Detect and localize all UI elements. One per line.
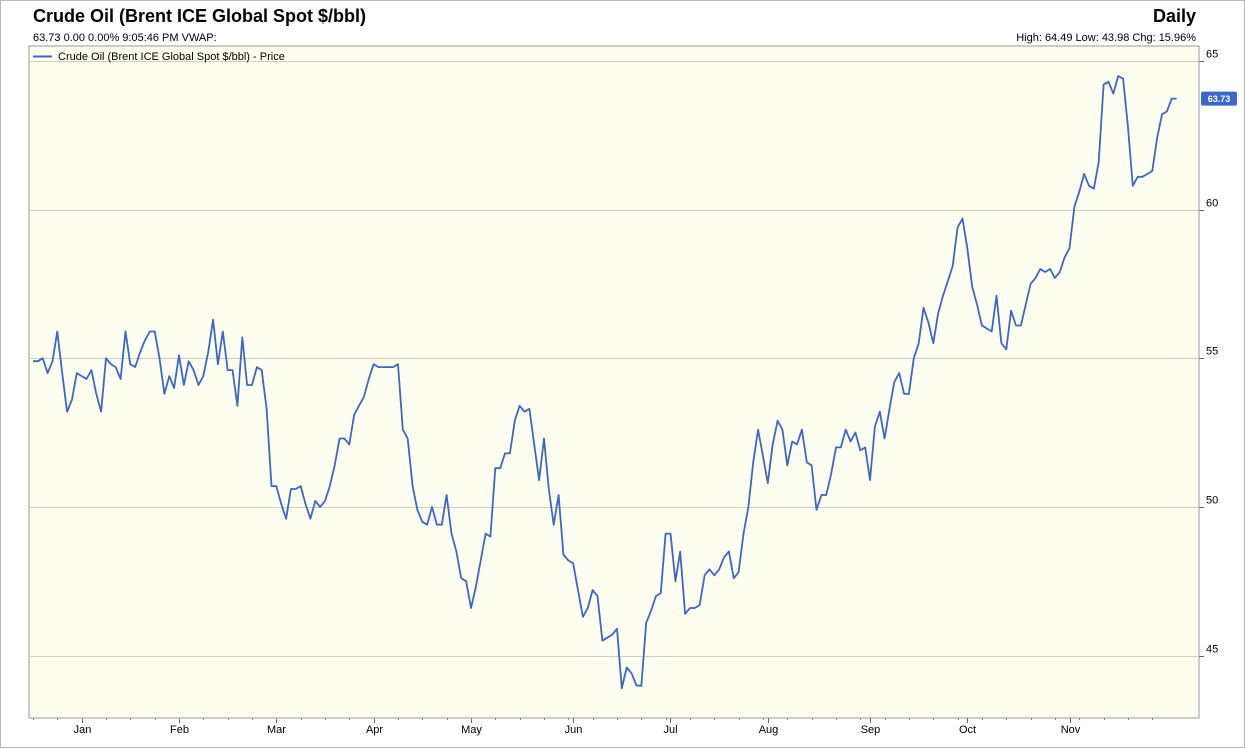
x-tick-label: Apr <box>366 724 383 736</box>
frequency-label[interactable]: Daily <box>1152 6 1196 26</box>
x-tick-label: Jun <box>565 724 583 736</box>
x-tick-label: Nov <box>1061 724 1081 736</box>
y-tick-label: 55 <box>1206 346 1218 358</box>
plot-area <box>28 45 1200 719</box>
x-tick-label: Oct <box>959 724 976 736</box>
last-value-label: 63.73 <box>1208 94 1231 104</box>
x-tick-label: Mar <box>267 724 286 736</box>
x-tick-label: May <box>461 724 482 736</box>
x-tick-label: Sep <box>861 724 881 736</box>
stats-line: High: 64.49 Low: 43.98 Chg: 15.96% <box>1016 32 1196 44</box>
last-value-box <box>1201 91 1237 106</box>
x-tick-label: Jan <box>74 724 92 736</box>
y-tick-label: 45 <box>1206 644 1218 656</box>
legend-label: Crude Oil (Brent ICE Global Spot $/bbl) … <box>58 51 285 63</box>
y-tick-label: 60 <box>1206 198 1218 210</box>
y-tick-label: 50 <box>1206 495 1218 507</box>
x-tick-label: Feb <box>170 724 189 736</box>
price-series-line <box>33 75 1177 690</box>
chart-title: Crude Oil (Brent ICE Global Spot $/bbl) <box>33 6 367 26</box>
y-tick-label: 65 <box>1206 49 1218 61</box>
x-tick-label: Aug <box>759 724 779 736</box>
x-tick-label: Jul <box>663 724 677 736</box>
quote-line: 63.73 0.00 0.00% 9:05:46 PM VWAP: <box>33 32 217 44</box>
